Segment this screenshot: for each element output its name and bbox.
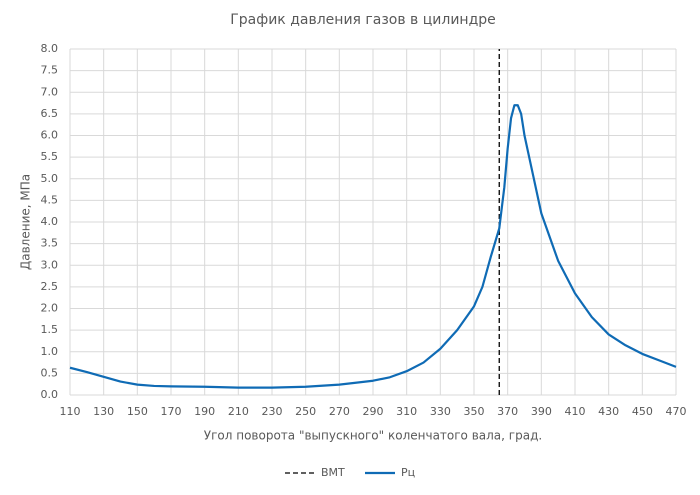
x-tick-label: 450 — [632, 405, 653, 418]
data-line — [69, 104, 677, 389]
y-tick-label: 4.0 — [41, 215, 59, 228]
y-tick-label: 7.0 — [41, 85, 59, 98]
y-axis-title: Давление, МПа — [19, 174, 33, 270]
x-tick-label: 470 — [666, 405, 687, 418]
x-tick-label: 190 — [194, 405, 215, 418]
y-tick-label: 3.5 — [41, 237, 59, 250]
x-tick-label: 390 — [531, 405, 552, 418]
y-tick-label: 4.5 — [41, 193, 59, 206]
x-tick-label: 330 — [430, 405, 451, 418]
y-tick-label: 1.0 — [41, 345, 59, 358]
x-tick-label: 370 — [497, 405, 518, 418]
legend-label: ВМТ — [321, 466, 345, 479]
y-tick-label: 2.0 — [41, 302, 59, 315]
y-tick-label: 5.0 — [41, 172, 59, 185]
x-tick-label: 410 — [565, 405, 586, 418]
x-tick-label: 210 — [228, 405, 249, 418]
y-tick-label: 7.5 — [41, 64, 59, 77]
y-tick-label: 3.0 — [41, 258, 59, 271]
y-tick-label: 6.5 — [41, 107, 59, 120]
x-tick-label: 430 — [598, 405, 619, 418]
y-tick-label: 5.5 — [41, 150, 59, 163]
y-tick-label: 0.0 — [41, 388, 59, 401]
y-tick-label: 8.0 — [41, 42, 59, 55]
x-tick-label: 310 — [396, 405, 417, 418]
x-tick-label: 350 — [464, 405, 485, 418]
x-tick-label: 230 — [262, 405, 283, 418]
x-tick-label: 270 — [329, 405, 350, 418]
y-tick-label: 1.5 — [41, 323, 59, 336]
x-tick-label: 110 — [60, 405, 81, 418]
y-tick-label: 6.0 — [41, 129, 59, 142]
x-tick-label: 250 — [295, 405, 316, 418]
x-tick-label: 150 — [127, 405, 148, 418]
chart-title: График давления газов в цилиндре — [230, 12, 496, 28]
y-tick-label: 2.5 — [41, 280, 59, 293]
plot-area — [69, 49, 677, 395]
x-tick-label: 290 — [363, 405, 384, 418]
legend-label: Рц — [401, 466, 415, 479]
grid: 0.0 0.5 1.0 1.5 2.0 2.5 3.0 3.5 4.0 4.5 5.0 5.5 6.0 6… — [41, 42, 687, 418]
x-tick-label: 130 — [93, 405, 114, 418]
x-tick-label: 170 — [161, 405, 182, 418]
x-axis-title: Угол поворота "выпускного" коленчатого в… — [204, 429, 542, 443]
y-tick-label: 0.5 — [41, 366, 59, 379]
legend: ВМТ Рц — [285, 466, 415, 479]
